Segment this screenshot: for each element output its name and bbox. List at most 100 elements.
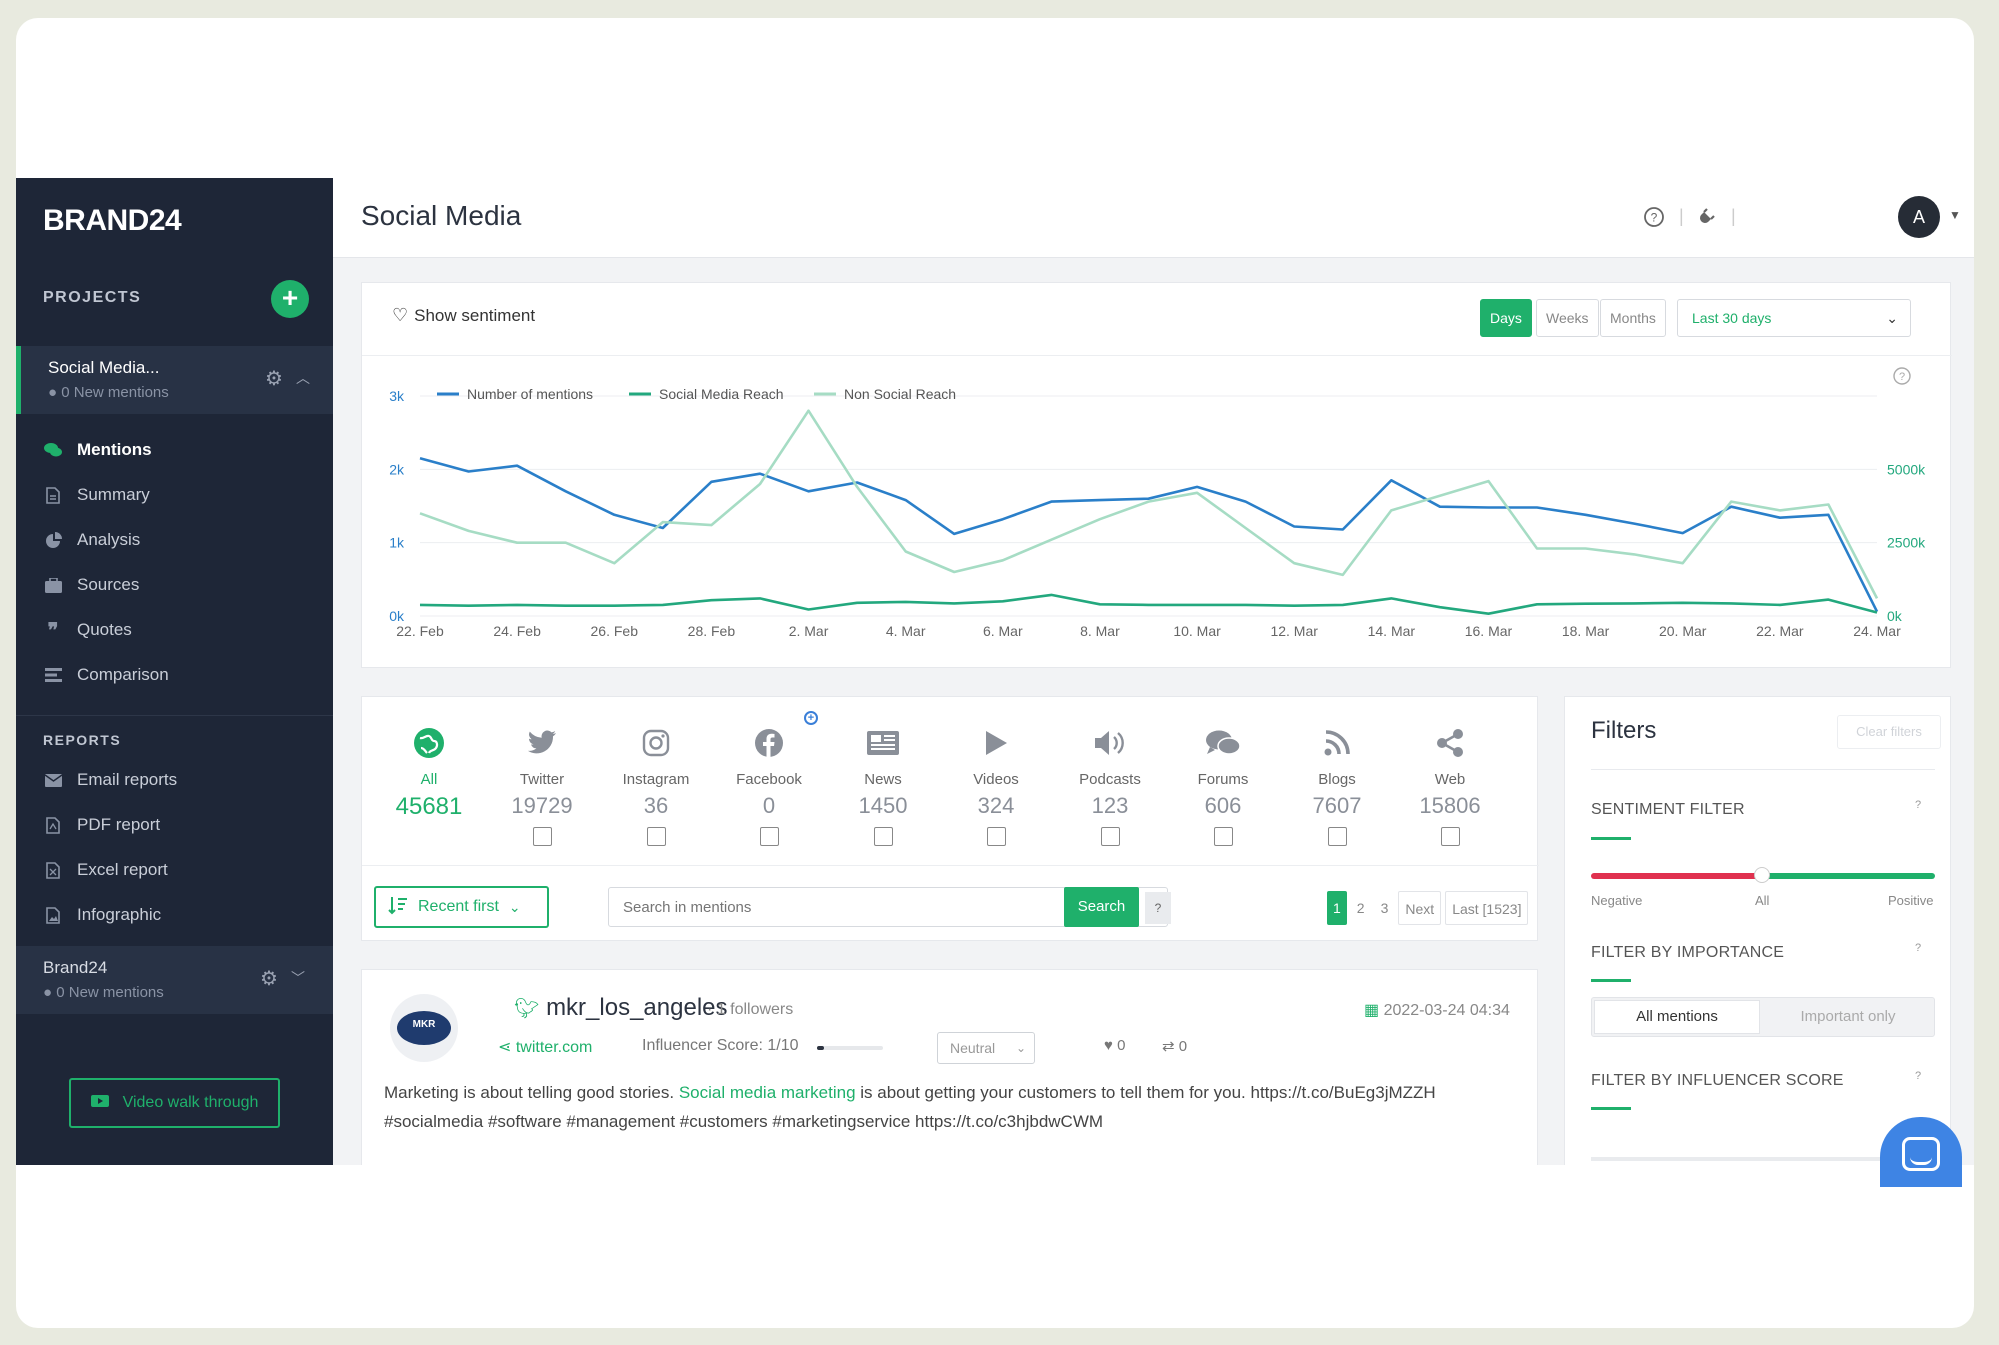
mention-handle: mkr_los_angeles — [546, 994, 728, 1021]
gear-icon[interactable]: ⚙ — [260, 968, 278, 990]
page-3[interactable]: 3 — [1380, 900, 1389, 916]
tab-months[interactable]: Months — [1600, 299, 1666, 337]
help-icon[interactable]: ? — [1915, 799, 1922, 811]
top-bar: Social Media ? | | A ▼ — [333, 178, 1974, 258]
sidebar-item-comparison[interactable]: Comparison — [43, 660, 169, 690]
chart-separator — [362, 355, 1952, 356]
source-checkbox[interactable] — [532, 827, 552, 846]
chevron-down-icon: ⌄ — [1886, 310, 1898, 326]
help-icon[interactable]: ? — [1915, 942, 1922, 954]
caret-down-icon[interactable]: ▼ — [1949, 208, 1961, 222]
help-circle-icon[interactable]: ? — [1643, 206, 1665, 234]
show-sentiment-toggle[interactable]: ♡ Show sentiment — [392, 305, 535, 326]
mention-author[interactable]: 🐦︎ mkr_los_angeles — [514, 994, 728, 1022]
sidebar-item-label: Email reports — [77, 770, 178, 789]
video-walkthrough-label: Video walk through — [122, 1094, 259, 1111]
search-input[interactable] — [609, 888, 1064, 926]
chat-support-button[interactable] — [1880, 1117, 1962, 1187]
project-social-media[interactable]: Social Media... ● 0 New mentions ⚙ ︿ — [16, 346, 333, 414]
search-button[interactable]: Search — [1064, 887, 1139, 927]
source-blogs[interactable]: Blogs 7607 — [1282, 723, 1392, 846]
source-twitter[interactable]: Twitter 19729 — [487, 723, 597, 846]
y-right-tick-label: 0k — [1887, 608, 1903, 624]
add-project-button[interactable]: + — [271, 280, 309, 318]
sidebar-divider — [16, 715, 333, 716]
source-checkbox[interactable] — [873, 827, 893, 846]
clear-filters-button[interactable]: Clear filters — [1837, 715, 1941, 749]
mention-avatar[interactable]: MKR — [390, 994, 458, 1062]
tab-weeks[interactable]: Weeks — [1536, 299, 1599, 337]
mention-text: Marketing is about telling good stories.… — [384, 1078, 1524, 1136]
sidebar-item-excel-report[interactable]: Excel report — [43, 855, 168, 885]
video-camera-icon — [90, 1094, 109, 1112]
source-label: Web — [1434, 771, 1466, 788]
source-checkbox[interactable] — [1100, 827, 1120, 846]
source-podcasts[interactable]: Podcasts 123 — [1055, 723, 1165, 846]
sentiment-slider-handle[interactable] — [1754, 867, 1770, 883]
section-accent — [1591, 837, 1631, 840]
chevron-up-icon[interactable]: ︿ — [296, 370, 310, 386]
influencer-score-bar — [817, 1046, 883, 1050]
gear-icon[interactable]: ⚙ — [265, 368, 283, 390]
all-mentions-option[interactable]: All mentions — [1594, 1000, 1760, 1034]
sidebar-item-sources[interactable]: Sources — [43, 570, 139, 600]
last-page-button[interactable]: Last [1523] — [1445, 891, 1529, 925]
page-1[interactable]: 1 — [1327, 891, 1347, 925]
rss-icon — [1282, 723, 1392, 763]
source-checkbox[interactable] — [986, 827, 1006, 846]
x-tick-label: 14. Mar — [1368, 623, 1416, 639]
source-facebook[interactable]: Facebook 0 — [714, 723, 824, 846]
chevron-down-icon[interactable]: ﹀ — [291, 970, 305, 986]
source-forums[interactable]: Forums 606 — [1168, 723, 1278, 846]
source-news[interactable]: News 1450 — [828, 723, 938, 846]
sidebar: BRAND24 PROJECTS + Social Media... ● 0 N… — [16, 178, 333, 1165]
source-instagram[interactable]: Instagram 36 — [601, 723, 711, 846]
project-brand24[interactable]: Brand24 ● 0 New mentions ⚙ ﹀ — [16, 946, 333, 1014]
sidebar-item-pdf-report[interactable]: PDF report — [43, 810, 160, 840]
source-checkbox[interactable] — [1213, 827, 1233, 846]
page-2[interactable]: 2 — [1356, 900, 1365, 916]
pagination: 1 2 3 Next Last [1523] — [1327, 891, 1529, 925]
source-videos[interactable]: Videos 324 — [941, 723, 1051, 846]
legend-label: Non Social Reach — [844, 386, 956, 402]
sentiment-all-label: All — [1755, 893, 1770, 908]
source-checkbox[interactable] — [646, 827, 666, 846]
source-all[interactable]: All 45681 — [374, 723, 484, 821]
sidebar-item-label: PDF report — [77, 815, 161, 834]
section-accent — [1591, 1107, 1631, 1110]
user-avatar[interactable]: A — [1898, 196, 1940, 238]
help-icon[interactable]: ? — [1915, 1070, 1922, 1082]
next-page-button[interactable]: Next — [1398, 891, 1442, 925]
brand-logo[interactable]: BRAND24 — [43, 204, 182, 237]
sort-select[interactable]: Recent first ⌄ — [374, 886, 549, 928]
sidebar-item-summary[interactable]: Summary — [43, 480, 150, 510]
sidebar-item-email-reports[interactable]: Email reports — [43, 765, 177, 795]
x-tick-label: 2. Mar — [789, 623, 829, 639]
tab-days[interactable]: Days — [1480, 299, 1532, 337]
facebook-connect-plus-icon[interactable]: + — [804, 711, 818, 725]
search-help-button[interactable]: ? — [1145, 892, 1171, 924]
retweets-count: ⇄ 0 — [1162, 1037, 1187, 1055]
sentiment-select[interactable]: Neutral ⌄ — [937, 1032, 1035, 1064]
help-circle-icon-glyph: ? — [1899, 371, 1905, 383]
source-checkbox[interactable] — [759, 827, 779, 846]
influencer-score: Influencer Score: 1/10 — [642, 1037, 799, 1054]
plug-icon[interactable] — [1695, 206, 1717, 234]
mention-source-link[interactable]: ⋖ twitter.com — [498, 1037, 592, 1057]
sidebar-item-infographic[interactable]: Infographic — [43, 900, 161, 930]
influencer-slider-track[interactable] — [1591, 1157, 1935, 1161]
chart-panel: ♡ Show sentiment Days Weeks Months Last … — [361, 282, 1952, 668]
video-walkthrough-button[interactable]: Video walk through — [69, 1078, 280, 1128]
source-checkbox[interactable] — [1440, 827, 1460, 846]
reports-label: REPORTS — [43, 732, 122, 748]
sidebar-item-mentions[interactable]: Mentions — [43, 435, 152, 465]
date-range-select[interactable]: Last 30 days ⌄ — [1677, 299, 1911, 337]
heart-icon: ♥ — [1104, 1037, 1113, 1054]
facebook-icon — [714, 723, 824, 763]
sidebar-item-analysis[interactable]: Analysis — [43, 525, 140, 555]
source-count: 324 — [977, 793, 1015, 818]
source-checkbox[interactable] — [1327, 827, 1347, 846]
source-web[interactable]: Web 15806 — [1395, 723, 1505, 846]
sidebar-item-quotes[interactable]: ❞ Quotes — [43, 615, 132, 645]
important-only-option[interactable]: Important only — [1800, 1008, 1896, 1025]
